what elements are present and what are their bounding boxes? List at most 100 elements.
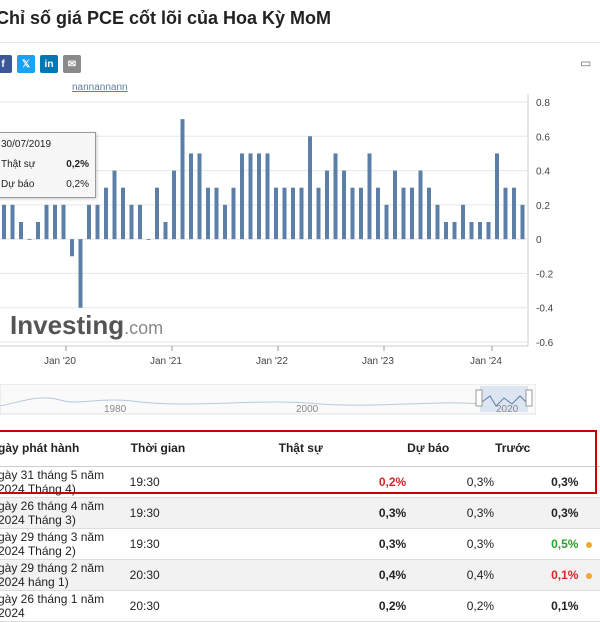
navigator-window[interactable] — [480, 386, 528, 412]
chart-bar[interactable] — [240, 153, 244, 240]
chart-bar[interactable] — [376, 187, 380, 240]
chart-bar[interactable] — [418, 170, 423, 240]
chart-bar[interactable] — [138, 204, 142, 240]
chart-bar[interactable] — [248, 153, 253, 240]
chart-bar[interactable] — [333, 153, 338, 240]
chart-bar[interactable] — [435, 204, 440, 240]
chart-bar[interactable] — [197, 153, 202, 240]
chart-bar[interactable] — [325, 170, 329, 240]
mail-icon[interactable]: ✉ — [63, 55, 81, 73]
chart-bar[interactable] — [10, 204, 15, 240]
more-options-icon[interactable]: ▭ — [580, 56, 592, 70]
header-time[interactable]: Thời gian — [129, 430, 278, 467]
chart-bar[interactable] — [95, 204, 100, 240]
chart-bar[interactable] — [291, 187, 295, 240]
cell-release-date: gày 29 tháng 2 năm 2024 háng 1) — [0, 559, 130, 591]
chart-bar[interactable] — [342, 170, 346, 240]
y-tick-label: -0.2 — [536, 269, 554, 280]
revision-cell — [578, 528, 600, 560]
navigator-handle-left[interactable] — [475, 389, 483, 407]
cell-release-date: gày 29 tháng 3 năm 2024 Tháng 2) — [0, 528, 130, 560]
x-tick-label: Jan '24 — [470, 356, 502, 367]
chart-bar[interactable] — [189, 153, 193, 240]
chart-bar[interactable] — [486, 222, 491, 240]
chart-bar[interactable] — [146, 239, 151, 240]
linkedin-icon[interactable]: in — [40, 55, 58, 73]
revision-cell — [578, 497, 600, 529]
x-tick-label: Jan '20 — [44, 356, 76, 367]
chart-bar[interactable] — [274, 187, 278, 240]
chart-bar[interactable] — [155, 187, 159, 240]
chart-bar[interactable] — [401, 187, 406, 240]
legend-text: nannannann — [72, 84, 128, 93]
divider — [0, 42, 600, 43]
chart-bar[interactable] — [78, 239, 83, 308]
cell-time: 19:30 — [129, 497, 278, 529]
cell-previous: 0,1% — [494, 559, 579, 591]
chart-bar[interactable] — [503, 187, 508, 240]
chart-bar[interactable] — [282, 187, 287, 240]
revised-dot-icon[interactable] — [586, 542, 593, 548]
chart-bar[interactable] — [316, 187, 321, 240]
chart-bar[interactable] — [129, 204, 134, 240]
chart-bar[interactable] — [223, 204, 227, 240]
chart-bar[interactable] — [359, 187, 363, 240]
chart-bar[interactable] — [231, 187, 236, 240]
navigator-handle-right[interactable] — [525, 389, 533, 407]
table-row: gày 26 tháng 4 năm 2024 Tháng 3) 19:30 0,3… — [0, 497, 600, 529]
facebook-icon[interactable]: f — [0, 55, 12, 73]
chart-bar[interactable] — [350, 187, 355, 240]
header-previous[interactable]: Trước — [494, 430, 579, 467]
twitter-icon[interactable]: 𝕏 — [17, 55, 35, 73]
navigator-window-series — [481, 395, 527, 407]
table-header: gày phát hành Thời gian Thật sự Dự báo T… — [0, 430, 600, 467]
chart-bar[interactable] — [384, 204, 389, 240]
chart-bar[interactable] — [172, 170, 176, 240]
cell-forecast: 0,3% — [406, 528, 495, 560]
chart-bar[interactable] — [206, 187, 210, 240]
chart-bar[interactable] — [265, 153, 270, 240]
header-spacer — [578, 430, 600, 467]
chart-bar[interactable] — [61, 204, 66, 240]
chart-bar[interactable] — [367, 153, 372, 240]
chart-bar[interactable] — [495, 153, 499, 240]
chart-bar[interactable] — [512, 187, 516, 240]
chart-bar[interactable] — [257, 153, 261, 240]
chart-bar[interactable] — [461, 204, 465, 240]
chart-bar[interactable] — [469, 222, 474, 240]
chart-bar[interactable] — [410, 187, 414, 240]
chart-bar[interactable] — [478, 222, 482, 240]
header-actual[interactable]: Thật sự — [277, 430, 407, 467]
chart-bar[interactable] — [87, 204, 91, 240]
y-tick-label: 0.2 — [536, 201, 550, 212]
revision-cell — [578, 590, 600, 622]
chart-bar[interactable] — [2, 204, 6, 240]
chart-bar[interactable] — [427, 187, 431, 240]
chart-bar[interactable] — [180, 119, 185, 240]
header-date[interactable]: gày phát hành — [0, 430, 130, 467]
chart-bar[interactable] — [27, 239, 32, 240]
chart-bar[interactable] — [19, 222, 23, 240]
chart-bar[interactable] — [520, 204, 525, 240]
chart-bar[interactable] — [104, 187, 108, 240]
chart-bar[interactable] — [308, 136, 312, 240]
chart-bar[interactable] — [393, 170, 397, 240]
cell-actual: 0,2% — [277, 466, 407, 498]
chart-bar[interactable] — [214, 187, 219, 240]
chart-bar[interactable] — [70, 239, 74, 257]
revised-dot-icon[interactable] — [586, 573, 593, 579]
cell-actual: 0,3% — [277, 528, 407, 560]
chart-bar[interactable] — [163, 222, 168, 240]
chart-bar[interactable] — [121, 187, 125, 240]
chart-bar[interactable] — [44, 204, 49, 240]
chart-bar[interactable] — [299, 187, 304, 240]
cell-time: 19:30 — [129, 528, 278, 560]
header-forecast[interactable]: Dự báo — [406, 430, 495, 467]
chart-bar[interactable] — [53, 204, 57, 240]
y-tick-label: -0.4 — [536, 304, 554, 315]
chart-bar[interactable] — [112, 170, 117, 240]
chart-bar[interactable] — [452, 222, 457, 240]
range-navigator[interactable]: 1980 2000 2020 — [0, 383, 537, 420]
chart-bar[interactable] — [36, 222, 40, 240]
chart-bar[interactable] — [444, 222, 448, 240]
